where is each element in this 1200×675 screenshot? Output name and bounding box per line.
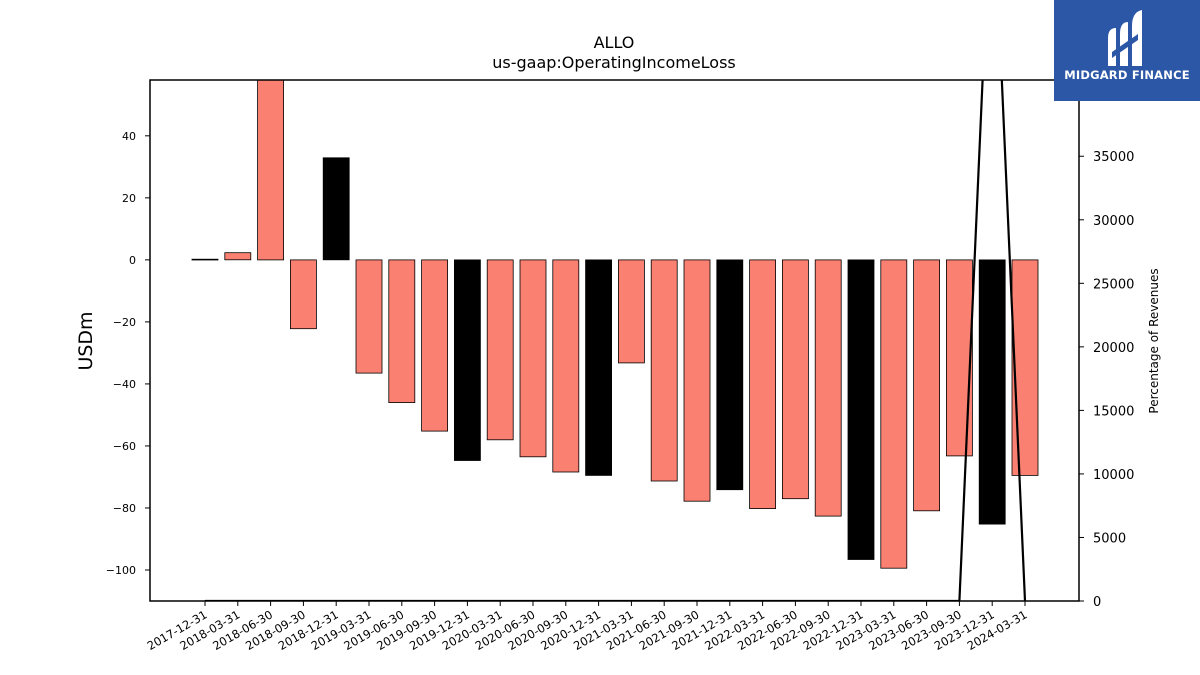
bar: [322, 157, 350, 261]
y-tick-label: −80: [113, 502, 136, 515]
chart-title: ALLO: [594, 33, 635, 52]
y-tick-label: 20: [122, 192, 136, 205]
bar: [880, 259, 908, 569]
right-axis-label: Percentage of Revenues: [1147, 268, 1161, 413]
bar: [191, 258, 219, 261]
y-tick-label: −100: [106, 564, 136, 577]
bar: [847, 259, 875, 560]
bar: [618, 259, 645, 364]
bar: [749, 259, 776, 509]
bar: [946, 259, 973, 457]
chart-subtitle: us-gaap:OperatingIncomeLoss: [492, 53, 736, 72]
bar: [650, 259, 678, 482]
bar: [1011, 259, 1039, 476]
bar: [453, 259, 481, 461]
y-tick-label: −20: [113, 316, 136, 329]
y-tick-label: 0: [129, 254, 136, 267]
y-axis-label: USDm: [75, 311, 97, 370]
right-tick-label: 10000: [1093, 468, 1134, 483]
bar: [355, 259, 383, 374]
right-tick-label: 25000: [1093, 277, 1134, 292]
bar: [814, 259, 842, 517]
right-tick-label: 30000: [1093, 214, 1134, 229]
right-tick-label: 35000: [1093, 150, 1134, 165]
bar: [978, 259, 1006, 525]
right-tick-label: 5000: [1093, 531, 1126, 546]
bar: [716, 259, 744, 491]
bar: [782, 259, 809, 500]
y-tick-label: −40: [113, 378, 136, 391]
bar: [585, 259, 612, 476]
brand-name: MIDGARD FINANCE: [1064, 68, 1190, 82]
bar: [257, 80, 285, 261]
y-tick-label: −60: [113, 440, 136, 453]
midgard-logo-icon: [1108, 10, 1142, 66]
bar: [913, 259, 940, 512]
right-tick-label: 20000: [1093, 341, 1134, 356]
y-tick-label: 40: [122, 130, 136, 143]
brand-logo: MIDGARD FINANCE: [1054, 0, 1200, 101]
bar: [388, 259, 416, 403]
plot-area: [191, 80, 1039, 601]
plot-frame: [149, 79, 1080, 602]
bar: [683, 259, 711, 502]
bar: [289, 259, 317, 330]
bar: [552, 259, 580, 473]
bar: [486, 259, 514, 441]
right-tick-label: 15000: [1093, 404, 1134, 419]
bar: [519, 259, 547, 458]
right-tick-label: 0: [1093, 595, 1101, 610]
bar: [224, 252, 252, 261]
bar: [421, 259, 449, 432]
